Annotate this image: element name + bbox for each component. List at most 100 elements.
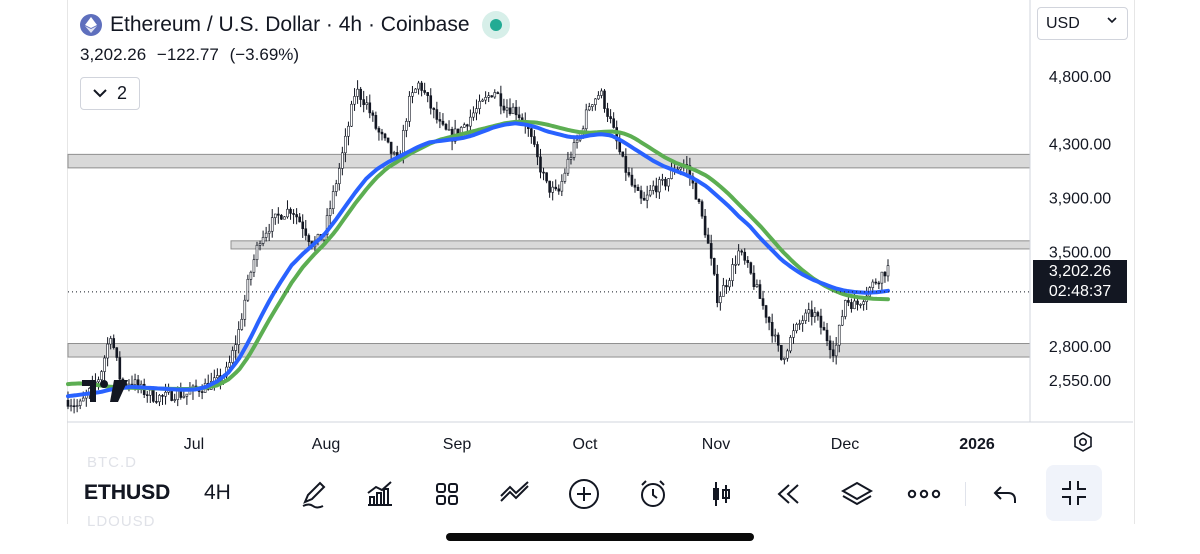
- candle-body: [283, 216, 286, 220]
- price-change-percent: (−3.69%): [229, 45, 300, 64]
- candle-body: [344, 135, 347, 154]
- price-axis-label: 2,550.00: [1049, 373, 1111, 390]
- candle-body: [767, 317, 771, 323]
- candle-body: [267, 230, 271, 234]
- candle-body: [179, 390, 183, 398]
- candle-body: [185, 393, 189, 397]
- ethereum-icon: [80, 14, 102, 36]
- candle-body: [703, 215, 707, 236]
- moving-average-fast[interactable]: [66, 121, 890, 399]
- candle-body: [112, 338, 116, 348]
- candle-body: [776, 334, 780, 346]
- axis-settings-icon[interactable]: [1072, 431, 1094, 453]
- candle-body: [844, 300, 847, 317]
- price-zone-1[interactable]: [67, 153, 1031, 169]
- candle-body: [389, 141, 393, 154]
- price-zone-2[interactable]: [230, 240, 1031, 250]
- symbol-picker[interactable]: ETHUSD: [84, 481, 171, 504]
- price-zone-3[interactable]: [67, 343, 1031, 358]
- candle-body: [392, 152, 396, 154]
- candle-body: [847, 300, 850, 303]
- candle-body: [862, 301, 865, 305]
- candle-body: [331, 191, 335, 209]
- candle-body: [264, 232, 268, 238]
- candle-body: [417, 82, 420, 90]
- candle-body: [292, 213, 295, 215]
- candle-body: [837, 324, 841, 346]
- candle-body: [594, 98, 597, 105]
- replay-icon[interactable]: [771, 477, 805, 511]
- candle-body: [542, 171, 545, 174]
- candle-body: [548, 180, 551, 193]
- indicator-collapse-button[interactable]: 2: [80, 77, 140, 110]
- indicators-icon[interactable]: [362, 477, 396, 511]
- candle-body: [636, 186, 640, 191]
- candle-body: [773, 334, 777, 337]
- candle-body: [295, 214, 298, 218]
- candle-body: [554, 186, 558, 190]
- candle-body: [374, 115, 378, 129]
- interval-picker[interactable]: 4H: [204, 481, 231, 504]
- candle-body: [426, 92, 430, 96]
- candle-body: [277, 213, 280, 216]
- market-status-icon[interactable]: [481, 11, 510, 39]
- candle-body: [270, 217, 274, 232]
- candle-body: [603, 90, 606, 109]
- candle-body: [633, 184, 637, 188]
- candle-body: [69, 405, 73, 408]
- candle-body: [569, 157, 573, 160]
- bar-countdown: 02:48:37: [1048, 283, 1112, 300]
- compare-icon[interactable]: [498, 477, 532, 511]
- more-icon[interactable]: [907, 477, 941, 511]
- alert-icon[interactable]: [636, 477, 670, 511]
- candle-body: [639, 190, 643, 199]
- candle-body: [347, 125, 350, 137]
- candle-body: [600, 90, 603, 96]
- candle-body: [728, 280, 731, 288]
- current-price-label: 3,202.26 02:48:37: [1033, 260, 1127, 303]
- candle-body: [722, 285, 725, 297]
- candle-body: [859, 304, 862, 306]
- candle-body: [853, 300, 856, 309]
- currency-select[interactable]: USD: [1037, 7, 1128, 40]
- candle-body: [356, 88, 359, 97]
- symbol-title[interactable]: Ethereum / U.S. Dollar · 4h · Coinbase: [80, 10, 510, 40]
- undo-icon[interactable]: [988, 477, 1022, 511]
- candle-body: [697, 198, 701, 202]
- candle-body: [505, 107, 509, 111]
- pen-icon[interactable]: [297, 477, 331, 511]
- add-icon[interactable]: [567, 477, 601, 511]
- candles-icon[interactable]: [704, 477, 738, 511]
- candle-body: [661, 178, 664, 181]
- candle-body: [621, 151, 625, 157]
- candle-body: [152, 389, 155, 402]
- fullscreen-exit-button[interactable]: [1046, 465, 1102, 521]
- layers-icon[interactable]: [840, 477, 874, 511]
- title-separator: ·: [362, 13, 381, 36]
- candle-body: [109, 338, 112, 345]
- title-separator: ·: [320, 13, 339, 36]
- candle-body: [435, 109, 439, 120]
- candle-body: [441, 120, 445, 125]
- candle-body: [170, 390, 173, 401]
- candle-body: [255, 244, 259, 261]
- candle-body: [511, 106, 515, 115]
- candle-body: [587, 106, 591, 111]
- candle-body: [411, 92, 414, 97]
- price-axis-label: 4,300.00: [1049, 137, 1111, 154]
- candle-body: [289, 208, 292, 214]
- candle-body: [731, 264, 734, 281]
- price-axis-label: 3,900.00: [1049, 191, 1111, 208]
- candle-body: [627, 172, 631, 176]
- candle-body: [362, 99, 365, 105]
- candle-body: [630, 174, 634, 186]
- candle-body: [237, 329, 241, 346]
- candle-body: [106, 343, 109, 359]
- candle-body: [176, 390, 180, 400]
- templates-icon[interactable]: [430, 477, 464, 511]
- candle-body: [240, 318, 244, 330]
- candle-body: [886, 265, 890, 277]
- candle-body: [216, 375, 219, 379]
- time-axis-label: Nov: [702, 436, 730, 453]
